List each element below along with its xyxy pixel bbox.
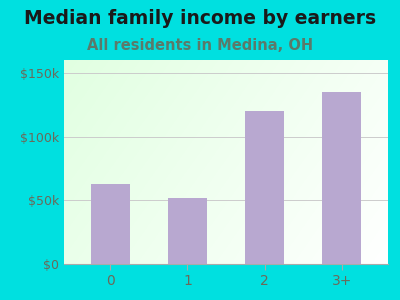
Bar <box>245 111 284 264</box>
Text: All residents in Medina, OH: All residents in Medina, OH <box>87 38 313 52</box>
Bar <box>91 184 130 264</box>
Bar <box>322 92 361 264</box>
Bar <box>168 198 207 264</box>
Text: Median family income by earners: Median family income by earners <box>24 9 376 28</box>
